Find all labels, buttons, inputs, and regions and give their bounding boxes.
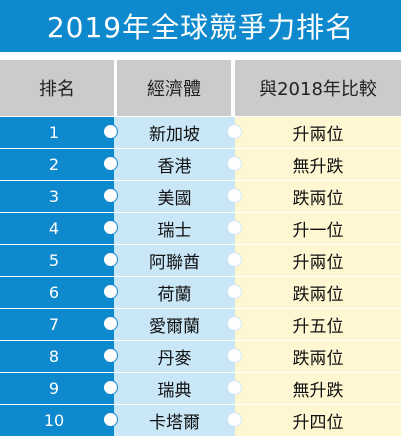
rank-cell: 1: [0, 117, 114, 148]
ranking-table: 1 新加坡 升兩位 2 香港 無升跌 3 美國 跌兩位 4 瑞士 升一位 5 阿…: [0, 116, 401, 436]
economy-cell: 香港: [114, 149, 235, 180]
rank-cell: 9: [0, 373, 114, 404]
rank-value: 4: [48, 219, 60, 238]
rank-value: 8: [48, 347, 60, 366]
circle-marker-icon: [227, 348, 242, 363]
change-cell: 升一位: [235, 213, 401, 244]
change-cell: 跌兩位: [235, 181, 401, 212]
rank-cell: 2: [0, 149, 114, 180]
circle-marker-icon: [103, 252, 118, 267]
table-row: 7 愛爾蘭 升五位: [0, 308, 401, 340]
table-row: 2 香港 無升跌: [0, 148, 401, 180]
circle-marker-icon: [227, 380, 242, 395]
rank-cell: 10: [0, 405, 114, 436]
economy-cell: 荷蘭: [114, 277, 235, 308]
table-header: 排名 經濟體 與2018年比較: [0, 60, 401, 116]
table-row: 8 丹麥 跌兩位: [0, 340, 401, 372]
change-cell: 升四位: [235, 405, 401, 436]
rank-cell: 5: [0, 245, 114, 276]
rank-cell: 8: [0, 341, 114, 372]
circle-marker-icon: [227, 316, 242, 331]
rank-value: 6: [48, 283, 60, 302]
circle-marker-icon: [103, 380, 118, 395]
rank-value: 9: [48, 379, 60, 398]
rank-cell: 6: [0, 277, 114, 308]
table-row: 1 新加坡 升兩位: [0, 116, 401, 148]
rank-cell: 3: [0, 181, 114, 212]
change-cell: 升兩位: [235, 117, 401, 148]
economy-cell: 愛爾蘭: [114, 309, 235, 340]
rank-value: 10: [43, 411, 65, 430]
rank-value: 5: [48, 251, 60, 270]
circle-marker-icon: [103, 284, 118, 299]
circle-marker-icon: [227, 188, 242, 203]
circle-marker-icon: [103, 412, 118, 427]
change-cell: 跌兩位: [235, 341, 401, 372]
header-economy: 經濟體: [117, 60, 231, 116]
rank-cell: 4: [0, 213, 114, 244]
circle-marker-icon: [103, 348, 118, 363]
circle-marker-icon: [227, 252, 242, 267]
circle-marker-icon: [103, 124, 118, 139]
economy-cell: 美國: [114, 181, 235, 212]
table-row: 4 瑞士 升一位: [0, 212, 401, 244]
economy-cell: 卡塔爾: [114, 405, 235, 436]
rank-cell: 7: [0, 309, 114, 340]
economy-cell: 瑞典: [114, 373, 235, 404]
rank-value: 2: [48, 155, 60, 174]
circle-marker-icon: [103, 316, 118, 331]
circle-marker-icon: [103, 156, 118, 171]
circle-marker-icon: [227, 284, 242, 299]
rank-value: 7: [48, 315, 60, 334]
header-rank: 排名: [0, 60, 114, 116]
page-title: 2019年全球競爭力排名: [0, 0, 401, 52]
table-row: 9 瑞典 無升跌: [0, 372, 401, 404]
circle-marker-icon: [103, 188, 118, 203]
change-cell: 無升跌: [235, 149, 401, 180]
circle-marker-icon: [227, 156, 242, 171]
table-row: 10 卡塔爾 升四位: [0, 404, 401, 436]
rank-value: 1: [48, 123, 60, 142]
circle-marker-icon: [103, 220, 118, 235]
circle-marker-icon: [227, 124, 242, 139]
table-row: 3 美國 跌兩位: [0, 180, 401, 212]
circle-marker-icon: [227, 220, 242, 235]
change-cell: 升五位: [235, 309, 401, 340]
header-change: 與2018年比較: [235, 60, 401, 116]
table-row: 5 阿聯酋 升兩位: [0, 244, 401, 276]
economy-cell: 阿聯酋: [114, 245, 235, 276]
circle-marker-icon: [227, 412, 242, 427]
table-row: 6 荷蘭 跌兩位: [0, 276, 401, 308]
economy-cell: 丹麥: [114, 341, 235, 372]
rank-value: 3: [48, 187, 60, 206]
change-cell: 跌兩位: [235, 277, 401, 308]
change-cell: 無升跌: [235, 373, 401, 404]
economy-cell: 新加坡: [114, 117, 235, 148]
economy-cell: 瑞士: [114, 213, 235, 244]
change-cell: 升兩位: [235, 245, 401, 276]
page-title-text: 2019年全球競爭力排名: [46, 11, 355, 44]
